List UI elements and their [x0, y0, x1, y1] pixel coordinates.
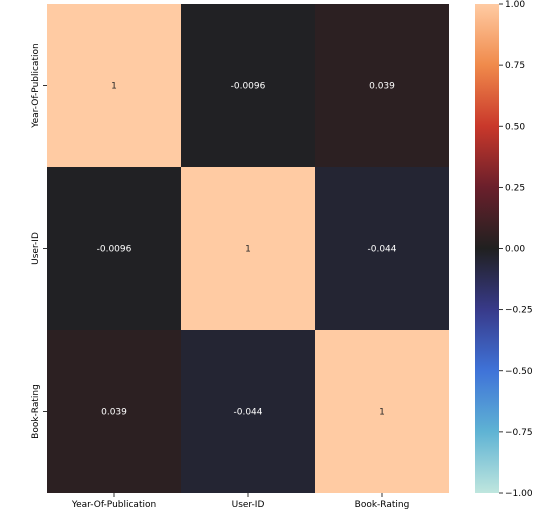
heatmap-cell: [181, 167, 315, 330]
colorbar-tick-label: 1.00: [505, 0, 525, 10]
colorbar-tick-label: −0.50: [505, 367, 533, 377]
colorbar-tick-label: −0.75: [505, 428, 533, 438]
heatmap-cell: [47, 330, 181, 493]
y-axis: Year-Of-Publication User-ID Book-Rating: [31, 43, 47, 439]
cell-value-label: 1: [245, 245, 251, 255]
heatmap-cell: [47, 167, 181, 330]
heatmap-annotations: 1 -0.0096 0.039 -0.0096 1 -0.044 0.039 -0.044 1: [97, 82, 397, 418]
colorbar-gradient: [475, 4, 499, 493]
y-tick-label: User-ID: [31, 232, 41, 265]
y-tick-label: Year-Of-Publication: [31, 43, 41, 128]
cell-value-label: 0.039: [369, 82, 395, 92]
heatmap-cell: [181, 330, 315, 493]
colorbar-tick-label: 0.25: [505, 183, 525, 193]
cell-value-label: 0.039: [101, 408, 127, 418]
colorbar-tick-label: 0.00: [505, 245, 525, 255]
colorbar-tick-label: −1.00: [505, 489, 533, 499]
x-axis: Year-Of-Publication User-ID Book-Rating: [71, 493, 410, 510]
heatmap-cell: [315, 167, 449, 330]
cell-value-label: -0.044: [233, 408, 262, 418]
heatmap-cell: [181, 4, 315, 167]
cell-value-label: -0.0096: [97, 245, 132, 255]
colorbar-tick-label: −0.25: [505, 306, 533, 316]
y-tick-label: Book-Rating: [31, 384, 41, 439]
x-tick-label: User-ID: [232, 500, 265, 510]
cell-value-label: 1: [379, 408, 385, 418]
heatmap-cells: [47, 4, 449, 493]
colorbar-tick-label: 0.75: [505, 61, 525, 71]
heatmap-cell: [47, 4, 181, 167]
x-tick-label: Book-Rating: [355, 500, 410, 510]
cell-value-label: -0.044: [367, 245, 396, 255]
heatmap-cell: [315, 330, 449, 493]
cell-value-label: 1: [111, 82, 117, 92]
colorbar: 1.00 0.75 0.50 0.25 0.00 −0.25 −0.50 −0.75 −1.00: [475, 0, 533, 499]
x-tick-label: Year-Of-Publication: [71, 500, 156, 510]
heatmap-cell: [315, 4, 449, 167]
cell-value-label: -0.0096: [231, 82, 266, 92]
colorbar-tick-label: 0.50: [505, 122, 525, 132]
